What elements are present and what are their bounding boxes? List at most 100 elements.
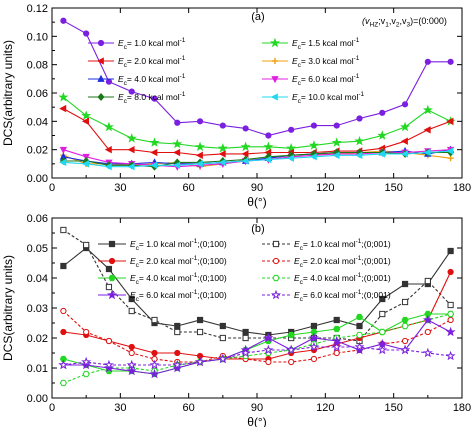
data-point <box>83 241 90 249</box>
data-point <box>83 328 90 336</box>
data-point <box>379 310 386 318</box>
data-point <box>60 328 67 336</box>
legend-marker <box>272 274 280 282</box>
data-point <box>103 359 114 370</box>
data-point <box>60 262 67 270</box>
data-point <box>446 147 454 155</box>
data-point <box>308 332 319 343</box>
x-tick-label: 120 <box>316 182 334 194</box>
data-point <box>172 362 183 373</box>
data-point <box>354 344 365 355</box>
legend-entry: Ec= 6.0 kcal mol-1;(0;100) <box>98 289 227 303</box>
data-point <box>128 295 135 303</box>
data-point <box>333 316 340 324</box>
data-point <box>173 161 181 169</box>
data-point <box>195 356 206 367</box>
series-line <box>63 151 451 168</box>
series-line <box>63 313 451 384</box>
legend-entry: Ec= 6.0 kcal mol-1;(0;001) <box>262 289 391 303</box>
data-point <box>82 370 90 378</box>
series-7 <box>59 147 454 171</box>
data-point <box>377 344 388 355</box>
data-point <box>128 349 135 357</box>
data-point <box>379 109 386 116</box>
x-tick-label: 90 <box>251 182 263 194</box>
data-point <box>174 328 181 336</box>
data-point <box>331 137 342 147</box>
data-point <box>263 344 274 355</box>
data-point <box>423 126 431 134</box>
data-point <box>400 137 408 145</box>
legend-entry: Ec= 1.0 kcal mol-1 <box>88 37 186 51</box>
legend-marker <box>107 289 117 300</box>
data-point <box>308 140 319 150</box>
series-5 <box>59 310 455 387</box>
x-tick-label: 30 <box>114 402 126 414</box>
data-point <box>195 141 206 152</box>
data-point <box>242 125 249 132</box>
x-tick-label: 180 <box>453 182 471 194</box>
y-axis-title: DCS(arbitrary units) <box>1 40 15 146</box>
x-axis-title: θ(°) <box>247 415 266 427</box>
legend-label: Ec= 2.0 kcal mol-1 <box>118 55 186 69</box>
data-point <box>447 58 454 65</box>
data-point <box>333 325 341 333</box>
data-point <box>423 148 431 157</box>
legend-entry: Ec= 1.0 kcal mol-1;(0;100) <box>98 238 227 252</box>
data-point <box>400 344 411 355</box>
y-tick-label: 0.02 <box>27 145 48 157</box>
series-line <box>63 96 451 149</box>
data-point <box>265 132 272 139</box>
x-tick-label: 0 <box>49 402 55 414</box>
series-line <box>63 20 451 137</box>
y-tick-label: 0.04 <box>27 116 48 128</box>
legend-marker <box>272 257 280 265</box>
data-point <box>81 359 92 370</box>
data-point <box>104 145 112 154</box>
data-point <box>401 316 409 324</box>
y-axis-title: DCS(arbitrary units) <box>1 255 15 361</box>
panel-label: (b) <box>251 223 264 235</box>
data-point <box>219 122 226 129</box>
x-tick-label: 120 <box>316 402 334 414</box>
legend-marker <box>108 274 116 282</box>
data-point <box>310 328 318 336</box>
data-point <box>60 226 67 234</box>
legend-label: Ec= 6.0 kcal mol-1;(0;001) <box>294 289 391 303</box>
data-point <box>81 160 90 168</box>
data-point <box>265 358 272 366</box>
chart-panel-a: 0 30 60 90 120 150 180 0.00 0.02 0.04 0.06 0.08 0.10… <box>1 3 471 209</box>
data-point <box>355 331 364 339</box>
series-line <box>63 310 451 363</box>
data-point <box>149 137 160 147</box>
series-7 <box>58 341 456 370</box>
data-point <box>286 154 295 162</box>
data-point <box>173 148 181 157</box>
data-point <box>217 353 228 364</box>
legend-entry: Ec= 2.0 kcal mol-1;(0;100) <box>98 255 227 269</box>
data-point <box>196 316 204 324</box>
data-point <box>378 328 386 336</box>
data-point <box>422 104 433 115</box>
legend-marker <box>108 257 116 265</box>
legend-marker <box>272 240 280 248</box>
data-point <box>242 328 249 336</box>
y-tick-label: 0.01 <box>27 363 48 375</box>
legend-entry: Ec= 10.0 kcal mol-1 <box>262 91 364 105</box>
data-point <box>288 358 295 366</box>
data-point <box>377 130 388 140</box>
legend-label: Ec= 1.0 kcal mol-1;(0;100) <box>130 238 227 252</box>
legend-label: Ec= 6.0 kcal mol-1 <box>292 73 360 87</box>
y-tick-label: 0.05 <box>27 243 48 255</box>
legend-marker <box>271 57 279 65</box>
data-point <box>356 115 363 122</box>
data-point <box>149 368 160 379</box>
data-point <box>126 359 137 370</box>
data-point <box>103 362 114 373</box>
x-tick-label: 180 <box>453 402 471 414</box>
data-point <box>59 104 67 113</box>
series-line <box>63 229 451 342</box>
legend-entry: Ec= 6.0 kcal mol-1 <box>262 73 360 87</box>
data-point <box>81 110 92 120</box>
